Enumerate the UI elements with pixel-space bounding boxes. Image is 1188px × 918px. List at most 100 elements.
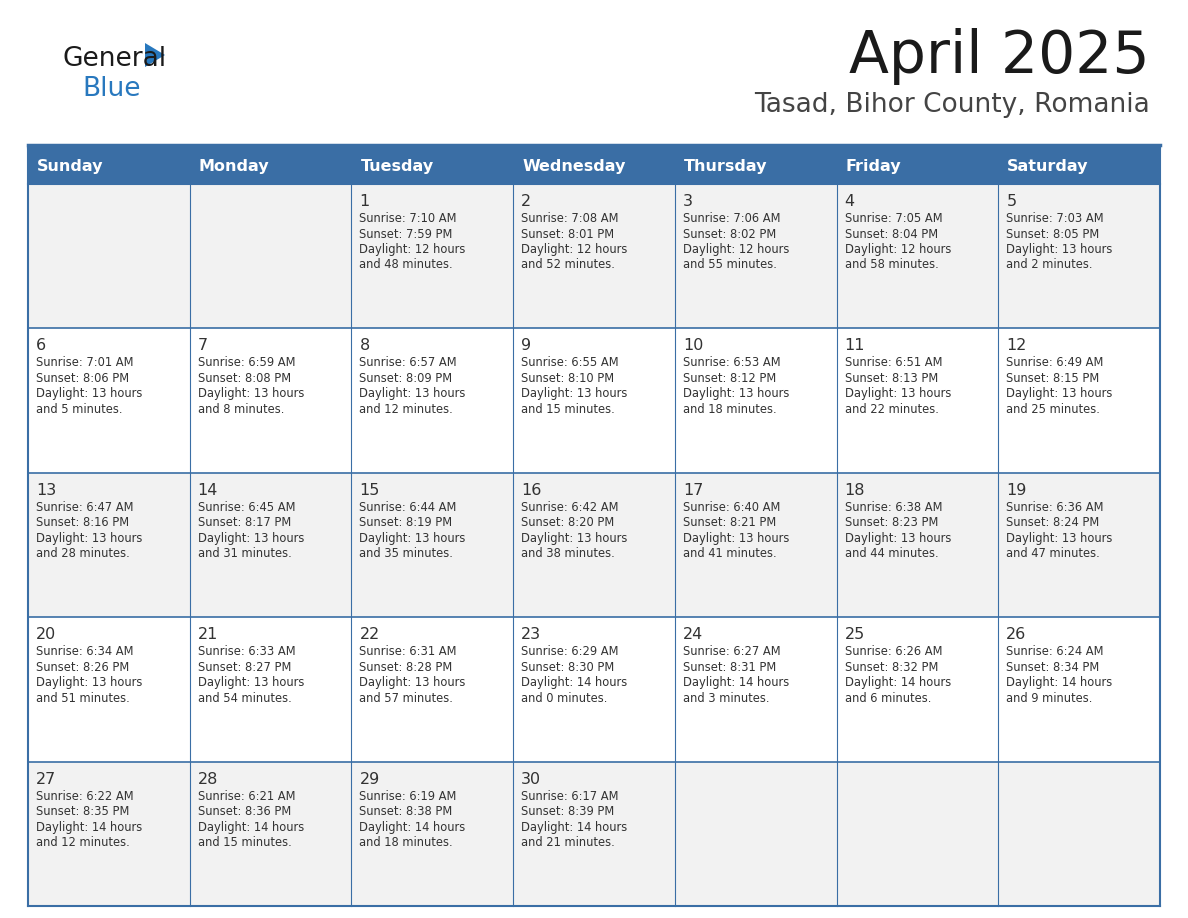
Text: 22: 22 <box>360 627 380 643</box>
Bar <box>675 329 836 473</box>
Text: 13: 13 <box>36 483 56 498</box>
Text: 15: 15 <box>360 483 380 498</box>
Text: Sunset: 8:19 PM: Sunset: 8:19 PM <box>360 516 453 530</box>
Bar <box>998 148 1159 184</box>
Text: Daylight: 13 hours: Daylight: 13 hours <box>36 532 143 544</box>
Text: and 51 minutes.: and 51 minutes. <box>36 691 129 705</box>
Text: Sunrise: 6:29 AM: Sunrise: 6:29 AM <box>522 645 619 658</box>
Text: Sunset: 8:17 PM: Sunset: 8:17 PM <box>197 516 291 530</box>
Text: Sunday: Sunday <box>37 159 103 174</box>
Bar <box>29 329 190 473</box>
Text: 26: 26 <box>1006 627 1026 643</box>
Text: 14: 14 <box>197 483 219 498</box>
Text: 24: 24 <box>683 627 703 643</box>
Text: Daylight: 14 hours: Daylight: 14 hours <box>845 677 950 689</box>
Bar <box>675 148 836 184</box>
Text: Wednesday: Wednesday <box>523 159 626 174</box>
Text: 16: 16 <box>522 483 542 498</box>
Bar <box>190 762 352 906</box>
Text: and 22 minutes.: and 22 minutes. <box>845 403 939 416</box>
Text: Sunrise: 6:21 AM: Sunrise: 6:21 AM <box>197 789 295 802</box>
Bar <box>352 329 513 473</box>
Text: Daylight: 13 hours: Daylight: 13 hours <box>845 387 950 400</box>
Text: Daylight: 14 hours: Daylight: 14 hours <box>522 821 627 834</box>
Text: Daylight: 13 hours: Daylight: 13 hours <box>197 677 304 689</box>
Text: and 12 minutes.: and 12 minutes. <box>360 403 453 416</box>
Bar <box>513 762 675 906</box>
Text: Sunset: 8:27 PM: Sunset: 8:27 PM <box>197 661 291 674</box>
Text: and 55 minutes.: and 55 minutes. <box>683 259 777 272</box>
Bar <box>352 148 513 184</box>
Text: Sunset: 8:38 PM: Sunset: 8:38 PM <box>360 805 453 818</box>
Text: Sunrise: 6:19 AM: Sunrise: 6:19 AM <box>360 789 457 802</box>
Text: Sunset: 8:12 PM: Sunset: 8:12 PM <box>683 372 776 385</box>
Bar <box>836 148 998 184</box>
Text: April 2025: April 2025 <box>849 28 1150 85</box>
Text: Daylight: 12 hours: Daylight: 12 hours <box>522 243 627 256</box>
Text: Sunrise: 7:10 AM: Sunrise: 7:10 AM <box>360 212 457 225</box>
Text: 2: 2 <box>522 194 531 209</box>
Text: Sunset: 8:35 PM: Sunset: 8:35 PM <box>36 805 129 818</box>
Text: Sunset: 8:28 PM: Sunset: 8:28 PM <box>360 661 453 674</box>
Bar <box>190 329 352 473</box>
Text: and 15 minutes.: and 15 minutes. <box>197 836 291 849</box>
Text: Sunrise: 6:49 AM: Sunrise: 6:49 AM <box>1006 356 1104 369</box>
Text: Daylight: 14 hours: Daylight: 14 hours <box>36 821 143 834</box>
Text: 27: 27 <box>36 772 56 787</box>
Text: 1: 1 <box>360 194 369 209</box>
Text: Sunrise: 6:51 AM: Sunrise: 6:51 AM <box>845 356 942 369</box>
Text: Daylight: 13 hours: Daylight: 13 hours <box>197 532 304 544</box>
Bar <box>513 473 675 617</box>
Text: Saturday: Saturday <box>1007 159 1088 174</box>
Text: and 48 minutes.: and 48 minutes. <box>360 259 453 272</box>
Text: Daylight: 12 hours: Daylight: 12 hours <box>360 243 466 256</box>
Text: 18: 18 <box>845 483 865 498</box>
Text: Daylight: 14 hours: Daylight: 14 hours <box>197 821 304 834</box>
Bar <box>513 148 675 184</box>
Text: and 54 minutes.: and 54 minutes. <box>197 691 291 705</box>
Text: and 15 minutes.: and 15 minutes. <box>522 403 615 416</box>
Text: and 6 minutes.: and 6 minutes. <box>845 691 931 705</box>
Text: Daylight: 12 hours: Daylight: 12 hours <box>845 243 950 256</box>
Bar <box>836 473 998 617</box>
Bar <box>998 617 1159 762</box>
Text: Sunset: 8:08 PM: Sunset: 8:08 PM <box>197 372 291 385</box>
Text: 4: 4 <box>845 194 854 209</box>
Text: 10: 10 <box>683 339 703 353</box>
Text: and 18 minutes.: and 18 minutes. <box>360 836 453 849</box>
Text: and 9 minutes.: and 9 minutes. <box>1006 691 1093 705</box>
Text: Friday: Friday <box>846 159 902 174</box>
Text: and 0 minutes.: and 0 minutes. <box>522 691 607 705</box>
Polygon shape <box>145 43 165 67</box>
Text: 25: 25 <box>845 627 865 643</box>
Text: Sunrise: 7:06 AM: Sunrise: 7:06 AM <box>683 212 781 225</box>
Text: and 47 minutes.: and 47 minutes. <box>1006 547 1100 560</box>
Bar <box>29 617 190 762</box>
Text: 28: 28 <box>197 772 219 787</box>
Text: and 8 minutes.: and 8 minutes. <box>197 403 284 416</box>
Text: Sunrise: 6:57 AM: Sunrise: 6:57 AM <box>360 356 457 369</box>
Text: Daylight: 13 hours: Daylight: 13 hours <box>522 532 627 544</box>
Text: Sunrise: 6:17 AM: Sunrise: 6:17 AM <box>522 789 619 802</box>
Text: Daylight: 13 hours: Daylight: 13 hours <box>1006 243 1113 256</box>
Text: Sunset: 8:20 PM: Sunset: 8:20 PM <box>522 516 614 530</box>
Text: and 28 minutes.: and 28 minutes. <box>36 547 129 560</box>
Text: Sunset: 7:59 PM: Sunset: 7:59 PM <box>360 228 453 241</box>
Text: Sunset: 8:23 PM: Sunset: 8:23 PM <box>845 516 939 530</box>
Text: Sunset: 8:31 PM: Sunset: 8:31 PM <box>683 661 776 674</box>
Text: 19: 19 <box>1006 483 1026 498</box>
Text: Sunset: 8:01 PM: Sunset: 8:01 PM <box>522 228 614 241</box>
Text: Sunset: 8:26 PM: Sunset: 8:26 PM <box>36 661 129 674</box>
Text: Daylight: 14 hours: Daylight: 14 hours <box>360 821 466 834</box>
Text: Sunset: 8:36 PM: Sunset: 8:36 PM <box>197 805 291 818</box>
Text: Sunrise: 6:24 AM: Sunrise: 6:24 AM <box>1006 645 1104 658</box>
Text: and 44 minutes.: and 44 minutes. <box>845 547 939 560</box>
Text: Sunrise: 7:05 AM: Sunrise: 7:05 AM <box>845 212 942 225</box>
Bar <box>998 473 1159 617</box>
Text: Sunset: 8:05 PM: Sunset: 8:05 PM <box>1006 228 1100 241</box>
Bar <box>513 184 675 329</box>
Text: 6: 6 <box>36 339 46 353</box>
Text: Sunrise: 7:03 AM: Sunrise: 7:03 AM <box>1006 212 1104 225</box>
Text: 12: 12 <box>1006 339 1026 353</box>
Text: Daylight: 13 hours: Daylight: 13 hours <box>360 387 466 400</box>
